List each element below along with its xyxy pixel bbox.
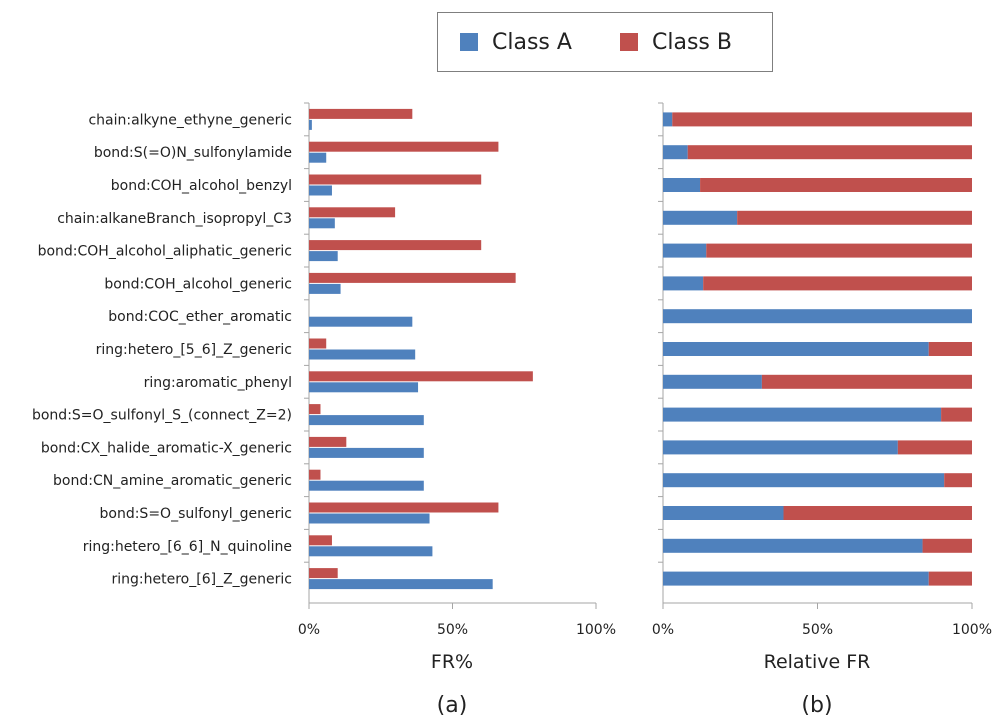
legend-swatch-class-b [620,33,638,51]
bar-class-b [309,371,533,382]
bar-class-a [663,342,929,356]
bar-class-a [309,447,424,458]
bar-class-a [309,119,312,130]
legend-swatch-class-a [460,33,478,51]
bar-class-a [309,579,493,590]
bar-class-a [663,440,898,455]
bar-class-b [783,506,972,520]
bar-class-b [309,272,516,283]
bar-class-b [700,178,972,192]
bar-class-b [941,407,972,422]
bar-class-a [663,112,673,127]
bar-class-a [309,251,338,262]
bar-class-b [309,436,347,447]
category-label: chain:alkaneBranch_isopropyl_C3 [57,211,292,227]
bar-class-a [309,480,424,491]
bar-class-a [663,145,688,160]
legend-item-class-a: Class A [460,13,572,71]
x-axis-title: FR% [431,651,473,673]
category-label: ring:aromatic_phenyl [144,375,292,391]
bar-class-a [663,309,972,324]
bar-class-a [309,316,413,327]
x-tick-label: 100% [576,622,616,638]
x-tick-label: 100% [952,622,992,638]
category-label: bond:COH_alcohol_aliphatic_generic [38,244,292,260]
bar-class-b [309,535,332,546]
bar-class-b [309,207,396,218]
x-tick-label: 50% [802,622,833,638]
bar-class-a [663,571,929,586]
category-label: ring:hetero_[6]_Z_generic [112,572,292,588]
bar-class-b [897,440,972,455]
bar-class-b [928,571,972,586]
bar-class-b [706,243,972,258]
bar-class-a [309,513,430,524]
bar-class-b [309,404,321,415]
category-label: bond:S(=O)N_sulfonylamide [94,145,292,161]
bar-class-a [663,374,762,389]
bar-class-a [309,185,332,196]
category-label: bond:COH_alcohol_generic [104,276,292,292]
x-tick-label: 0% [652,622,674,638]
chart-legend: Class A Class B [437,12,773,72]
category-label: bond:COC_ether_aromatic [108,309,292,325]
bar-class-a [663,473,945,488]
bar-class-a [309,546,433,557]
bar-class-a [663,243,707,258]
category-label: bond:COH_alcohol_benzyl [111,178,292,194]
category-label: bond:S=O_sulfonyl_generic [100,506,293,522]
category-label: bond:CX_halide_aromatic-X_generic [41,440,292,456]
bar-class-a [663,407,942,422]
category-label: bond:S=O_sulfonyl_S_(connect_Z=2) [32,408,292,424]
bar-class-a [663,276,704,291]
bar-class-b [703,276,972,291]
bar-class-a [309,382,419,393]
bar-class-b [309,141,499,152]
panel-label: (b) [801,693,832,718]
category-label: ring:hetero_[5_6]_Z_generic [96,342,292,358]
bar-class-b [309,568,338,579]
x-axis-title: Relative FR [764,651,871,673]
bar-class-b [737,210,972,225]
bar-class-a [663,538,923,553]
bar-class-a [663,210,738,225]
x-tick-label: 50% [437,622,468,638]
legend-label-class-b: Class B [652,29,732,55]
bar-class-b [309,108,413,119]
legend-item-class-b: Class B [620,13,732,71]
bar-class-a [309,283,341,294]
x-tick-label: 0% [298,622,320,638]
bar-class-a [309,218,335,229]
category-label: bond:CN_amine_aromatic_generic [53,473,292,489]
category-label: chain:alkyne_ethyne_generic [88,112,292,128]
bar-class-b [309,240,482,251]
bar-class-a [309,349,416,360]
bar-class-a [663,178,701,192]
panel-label: (a) [437,693,468,718]
bar-class-b [672,112,972,127]
bar-class-b [309,338,327,349]
bar-class-a [663,506,784,520]
bar-class-b [309,174,482,185]
bar-class-b [309,502,499,513]
bar-class-b [944,473,972,488]
category-label: ring:hetero_[6_6]_N_quinoline [83,539,292,555]
legend-label-class-a: Class A [492,29,572,55]
bar-class-b [922,538,972,553]
bar-class-b [928,342,972,356]
bar-class-a [309,415,424,426]
bar-class-b [761,374,972,389]
bar-class-b [309,469,321,480]
bar-class-a [309,152,327,163]
bar-class-b [687,145,972,160]
